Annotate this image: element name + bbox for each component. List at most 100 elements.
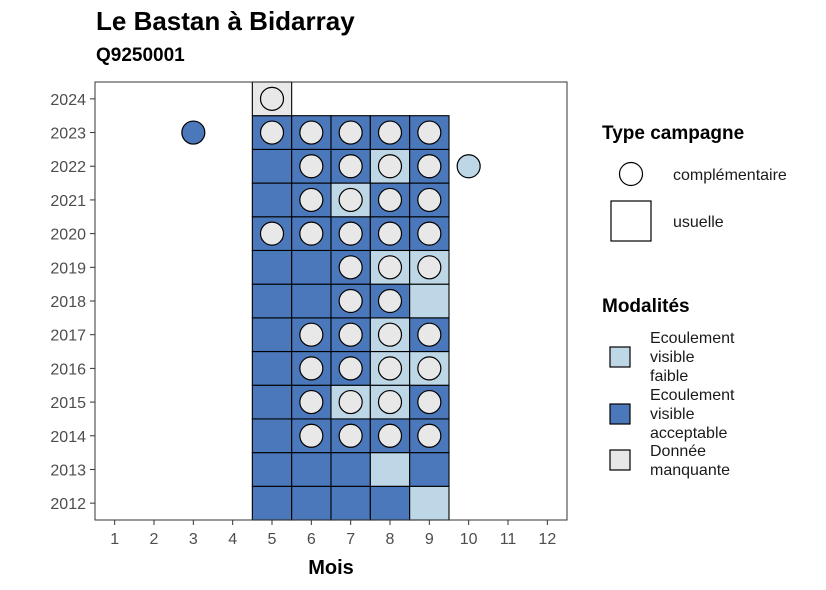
complementaire-point <box>299 322 324 347</box>
complementaire-point <box>299 423 324 448</box>
complementaire-point <box>417 120 442 145</box>
complementaire-point <box>259 221 285 246</box>
usuelle-tile <box>330 452 371 487</box>
x-tick-label: 12 <box>538 531 556 548</box>
complementaire-point <box>377 154 403 179</box>
complementaire-point <box>417 322 442 347</box>
complementaire-point <box>377 187 403 213</box>
usuelle-tile <box>251 485 293 521</box>
complementaire-point <box>377 221 403 246</box>
usuelle-tile <box>251 283 293 319</box>
usuelle-tile <box>251 249 293 285</box>
complementaire-point <box>377 288 403 314</box>
usuelle-tile <box>251 418 293 454</box>
legend-circle-icon <box>618 161 644 187</box>
complementaire-point <box>377 255 403 280</box>
usuelle-tile <box>251 148 293 184</box>
y-tick-label: 2012 <box>50 496 86 513</box>
complementaire-point <box>299 187 324 213</box>
legend-label-line: manquante <box>650 462 731 479</box>
legend-label-complementaire: complémentaire <box>673 167 787 184</box>
usuelle-tile <box>251 384 293 420</box>
complementaire-point <box>417 356 442 381</box>
x-tick-label: 7 <box>346 531 355 548</box>
chart-title: Le Bastan à Bidarray <box>96 6 355 36</box>
usuelle-tile <box>291 283 332 319</box>
legend-key-manquante <box>609 449 631 471</box>
legend-label-line: visible <box>650 406 695 423</box>
legend-key-complementaire <box>618 161 644 187</box>
complementaire-point <box>377 120 403 145</box>
x-axis: 1 2 3 4 5 6 7 8 9 10 11 12 <box>110 520 556 548</box>
x-tick-label: 9 <box>425 531 434 548</box>
complementaire-point <box>338 187 363 213</box>
legend-label-line: acceptable <box>650 425 728 442</box>
complementaire-point <box>377 389 403 415</box>
usuelle-tile <box>369 452 411 487</box>
x-tick-label: 5 <box>268 531 277 548</box>
complementaire-point <box>338 389 363 415</box>
usuelle-tile <box>251 182 293 218</box>
x-tick-label: 10 <box>460 531 478 548</box>
complementaire-point <box>299 120 324 145</box>
legend-label-line: Ecoulement <box>650 330 735 347</box>
complementaire-point <box>181 120 206 145</box>
complementaire-point <box>338 221 363 246</box>
legend-label-faible: Ecoulement visible faible <box>650 329 735 386</box>
complementaire-point <box>338 322 363 347</box>
y-tick-label: 2016 <box>50 361 86 378</box>
complementaire-point <box>456 154 481 179</box>
chart-subtitle: Q9250001 <box>96 45 185 66</box>
legend-label-line: Donnée <box>650 443 707 460</box>
complementaire-point <box>338 255 363 280</box>
legend-key-acceptable <box>609 403 631 425</box>
complementaire-point <box>417 255 442 280</box>
usuelle-tile <box>409 283 450 319</box>
complementaire-point <box>417 154 442 179</box>
x-tick-label: 6 <box>307 531 316 548</box>
legend-key-faible <box>609 346 631 368</box>
legend-label-manquante: Donnée manquante <box>650 442 730 480</box>
usuelle-tile <box>330 485 371 521</box>
complementaire-point <box>338 120 363 145</box>
legend-square-icon <box>610 200 652 242</box>
y-tick-label: 2014 <box>50 429 86 446</box>
complementaire-point <box>338 423 363 448</box>
y-tick-label: 2018 <box>50 294 86 311</box>
complementaire-point <box>417 423 442 448</box>
complementaire-point <box>377 423 403 448</box>
legend-label-line: faible <box>650 368 689 385</box>
complementaire-point <box>338 356 363 381</box>
y-axis: 2012 2013 2014 2015 2016 2017 2018 2019 2020 2021… <box>50 92 95 513</box>
complementaire-point <box>338 154 363 179</box>
complementaire-point <box>299 221 324 246</box>
x-tick-label: 1 <box>110 531 119 548</box>
usuelle-tile <box>251 317 293 353</box>
y-tick-label: 2015 <box>50 395 86 412</box>
usuelle-tile <box>409 485 450 521</box>
complementaire-point <box>417 389 442 415</box>
y-tick-label: 2013 <box>50 462 86 479</box>
complementaire-point <box>377 356 403 381</box>
usuelle-tile <box>291 249 332 285</box>
y-tick-label: 2021 <box>50 193 86 210</box>
legend-key-usuelle <box>610 200 652 242</box>
usuelle-tile <box>291 485 332 521</box>
complementaire-point <box>299 356 324 381</box>
complementaire-point <box>417 187 442 213</box>
y-tick-label: 2020 <box>50 227 86 244</box>
x-tick-label: 2 <box>150 531 159 548</box>
y-tick-label: 2019 <box>50 260 86 277</box>
complementaire-point <box>259 120 285 145</box>
usuelle-tile <box>251 452 293 487</box>
legend-type-title: Type campagne <box>602 123 745 144</box>
legend-label-line: Ecoulement <box>650 387 735 404</box>
usuelle-tile <box>409 452 450 487</box>
y-tick-label: 2023 <box>50 126 86 143</box>
complementaire-point <box>299 154 324 179</box>
complementaire-point <box>338 288 363 314</box>
y-tick-label: 2017 <box>50 328 86 345</box>
usuelle-tile <box>251 350 293 386</box>
legend-label-usuelle: usuelle <box>673 214 724 231</box>
